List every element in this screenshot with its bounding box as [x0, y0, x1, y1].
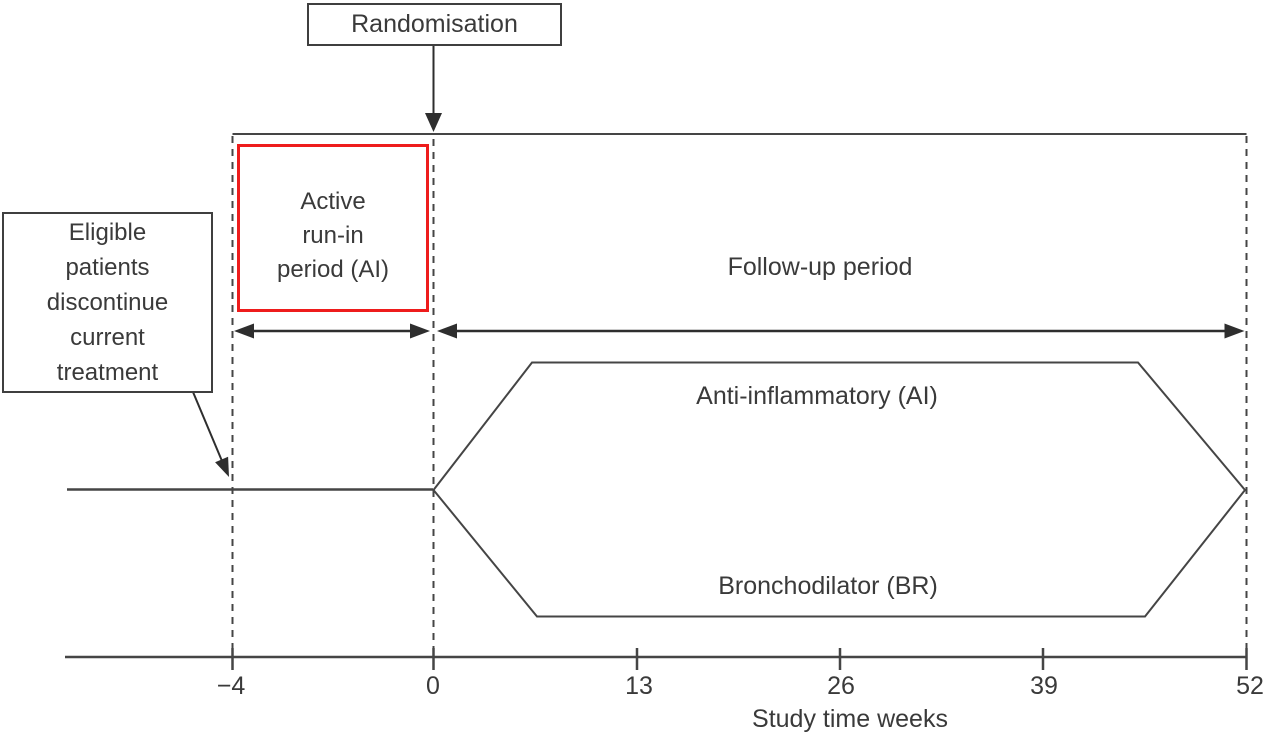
- anti-inflammatory-arm-label: Anti-inflammatory (AI): [696, 382, 938, 410]
- bronchodilator-arm-label: Bronchodilator (BR): [718, 572, 938, 600]
- eligible-patients-note: Eligible patients discontinue current tr…: [2, 212, 213, 393]
- axis-tick-label-13: 13: [625, 672, 653, 700]
- axis-tick-label-52: 52: [1236, 672, 1264, 700]
- active-run-in-box: Active run-in period (AI): [237, 144, 429, 312]
- follow-up-extent-arrow: [437, 323, 1245, 339]
- treatment-arms-outline: [432, 361, 1247, 618]
- axis-tick-label-39: 39: [1030, 672, 1058, 700]
- eligible-note-arrow: [192, 391, 229, 477]
- run-in-extent-arrow: [234, 323, 430, 339]
- axis-tick-label-minus4: −4: [216, 672, 246, 700]
- randomisation-box: Randomisation: [307, 3, 562, 46]
- axis-tick-label-26: 26: [827, 672, 855, 700]
- axis-ticks: [231, 648, 1248, 670]
- follow-up-period-label: Follow-up period: [727, 253, 913, 281]
- axis-tick-label-0: 0: [426, 672, 440, 700]
- axis-title: Study time weeks: [752, 705, 948, 733]
- randomisation-arrow: [425, 46, 442, 132]
